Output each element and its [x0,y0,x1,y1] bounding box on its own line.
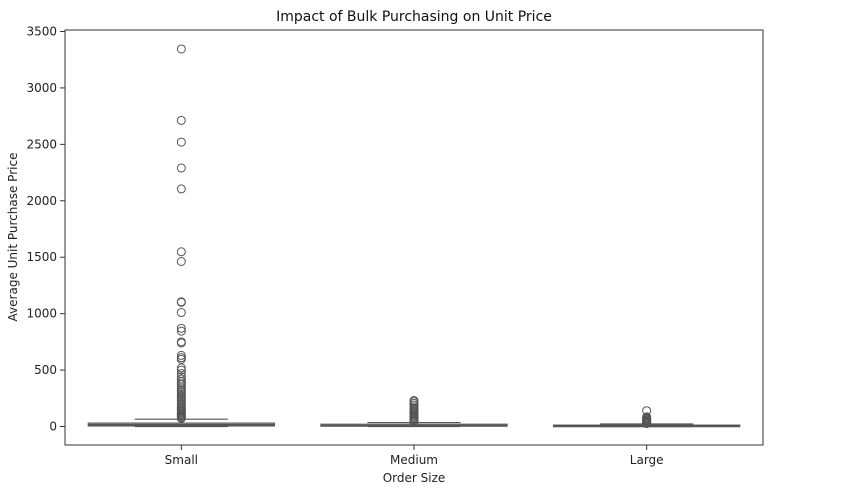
x-axis: Small Medium Large [165,445,664,467]
box-series [87,44,741,429]
chart-title: Impact of Bulk Purchasing on Unit Price [276,9,552,25]
outlier-point [176,247,186,257]
y-tick-label: 2500 [26,137,57,151]
y-axis: 0 500 1000 1500 2000 2500 3000 3500 [26,25,65,434]
y-tick-label: 3000 [26,81,57,95]
outlier-point [176,323,186,333]
outlier-point [176,184,186,194]
outlier-point [176,297,186,307]
outlier-point [176,363,186,373]
outlier-point [176,308,186,318]
outlier-point [176,257,186,267]
outlier-point [176,365,186,375]
outlier-point [642,419,652,429]
outlier-point [176,338,186,348]
y-tick-label: 1500 [26,250,57,264]
x-tick-label: Small [165,453,198,467]
outlier-point [409,417,419,427]
y-tick-label: 3500 [26,25,57,39]
box-small [87,44,276,428]
outlier-point [176,44,186,54]
box-medium [320,396,508,428]
x-tick-label: Large [630,453,664,467]
y-tick-label: 2000 [26,194,57,208]
outlier-point [176,380,186,390]
plot-area-frame [64,29,764,446]
outlier-point [176,326,186,336]
outlier-point [176,413,186,423]
outlier-point [176,163,186,173]
x-tick-label: Medium [390,453,438,467]
box-large [552,406,741,429]
y-axis-title: Average Unit Purchase Price [6,153,20,322]
outlier-point [176,350,186,360]
y-tick-label: 1000 [26,307,57,321]
x-axis-title: Order Size [383,471,446,485]
outlier-point [176,115,186,125]
y-tick-label: 500 [34,363,57,377]
y-tick-label: 0 [49,420,57,434]
outlier-point [176,137,186,147]
